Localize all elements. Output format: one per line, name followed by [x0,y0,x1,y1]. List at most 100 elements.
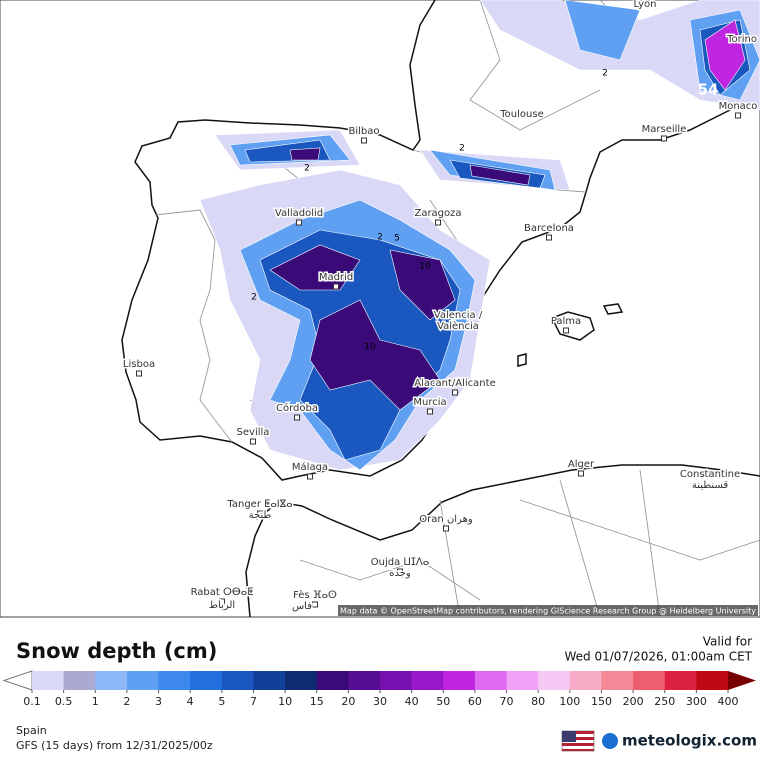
city-label: Tanger ⵟⴰⵏⴵⴰ [226,499,292,510]
legend-swatch [316,671,349,690]
legend-swatch [126,671,160,690]
legend-tick-label: 70 [500,695,514,708]
city-label: فاس [292,601,312,612]
city-label: Oujda ⵡⵊⴷⴰ [371,557,430,568]
legend-swatch [601,671,634,690]
city-label: Toulouse [499,109,543,120]
city-labels: Lyon Torino Toulouse Bilbao Marseille Monaco V… [121,0,758,614]
legend-tick-label: 30 [373,695,387,708]
contour-label: 2 [251,293,257,303]
city-label: Sevilla [237,427,270,438]
attribution-box [338,605,758,616]
legend-swatch [348,671,381,690]
legend-swatch [190,671,223,690]
city-marker [546,234,552,241]
city-label: Murcia [413,397,446,408]
legend-tick-label: 250 [654,695,675,708]
legend-tick-label: 60 [468,695,482,708]
contour-label: 2 [377,233,383,243]
legend-swatch [506,671,539,690]
legend-swatch [32,671,65,690]
city-marker [578,470,584,477]
legend-tick-label: 4 [187,695,194,708]
region: Spain [16,724,47,737]
contour-label: 2 [304,164,310,174]
city-marker [427,408,433,415]
contour-label: 54 [698,81,719,99]
legend-tick-label: 7 [250,695,257,708]
city-label: طنجة [249,510,272,521]
city-label: Rabat ⵔⴱⴰⵟ [191,587,254,598]
city-label: Valladolid [275,208,323,219]
city-label: وجدة [389,568,411,579]
city-marker [661,135,667,142]
contour-label: 2 [459,144,465,154]
legend-swatch [221,671,254,690]
city-label: Torino [726,34,757,45]
model-run: GFS (15 days) from 12/31/2025/00z [16,739,213,752]
valid-time: Wed 01/07/2026, 01:00am CET [565,650,753,664]
city-label: Oran وهران [419,514,473,525]
city-label: الرباط [209,600,235,611]
city-marker [452,389,458,396]
city-label: Córdoba [276,402,318,414]
city-marker [257,510,263,517]
legend-tick-label: 3 [155,695,162,708]
city-marker [312,601,318,608]
city-label: Fès ⴼⴰⵙ [293,589,337,601]
legend-tick-label: 10 [278,695,292,708]
legend-swatch [569,671,602,690]
legend-arrow-left [2,670,33,691]
city-label: Valencia / [434,310,483,321]
city-label: Barcelona [524,223,574,234]
city-label: Madrid [319,272,353,283]
legend-swatch [443,671,476,690]
legend-tick-label: 5 [218,695,225,708]
legend-tick-label: 50 [436,695,450,708]
city-marker [136,370,142,377]
city-marker [307,473,313,480]
legend-tick-label: 200 [623,695,644,708]
contour-label: 10 [419,262,431,272]
legend: 0.1 0.5 1 2 3 4 5 7 10 15 20 30 40 50 60 70 80 100 150 200 2… [2,670,756,708]
city-label: Lyon [633,0,656,10]
legend-tick-label: 400 [718,695,739,708]
legend-tick-label: 20 [341,695,355,708]
legend-arrow-right [728,671,756,690]
city-label: Constantine [680,469,740,480]
legend-tick-label: 150 [591,695,612,708]
legend-tick-label: 80 [531,695,545,708]
legend-swatch [63,671,96,690]
city-label: قسنطينة [692,480,729,491]
legend-tick-label: 0.5 [55,695,73,708]
contour-label: 2 [602,69,608,79]
legend-swatch [474,671,508,690]
brand: meteologix.com [622,732,757,750]
city-label: Lisboa [123,359,155,370]
legend-tick-label: 2 [123,695,130,708]
legend-swatch [696,671,729,690]
legend-swatch [380,671,413,690]
city-label: València [437,320,479,332]
city-marker [333,283,339,290]
legend-tick-label: 100 [559,695,580,708]
legend-swatch [664,671,697,690]
city-label: Palma [551,316,581,327]
legend-tick-label: 300 [686,695,707,708]
city-label: Alger [568,459,595,470]
city-marker [443,525,449,532]
legend-tick-label: 40 [405,695,419,708]
legend-swatch [538,671,571,690]
city-label: Monaco [719,101,758,112]
city-marker [296,219,302,226]
city-marker [250,438,256,445]
legend-swatch [285,671,318,690]
contour-labels: 2 2 2 2 5 10 10 2 54 [251,69,718,353]
city-marker [563,327,569,334]
legend-swatch [95,671,128,690]
valid-label: Valid for [703,635,752,649]
flag [561,730,595,752]
legend-swatch [633,671,666,690]
legend-swatch [253,671,286,690]
